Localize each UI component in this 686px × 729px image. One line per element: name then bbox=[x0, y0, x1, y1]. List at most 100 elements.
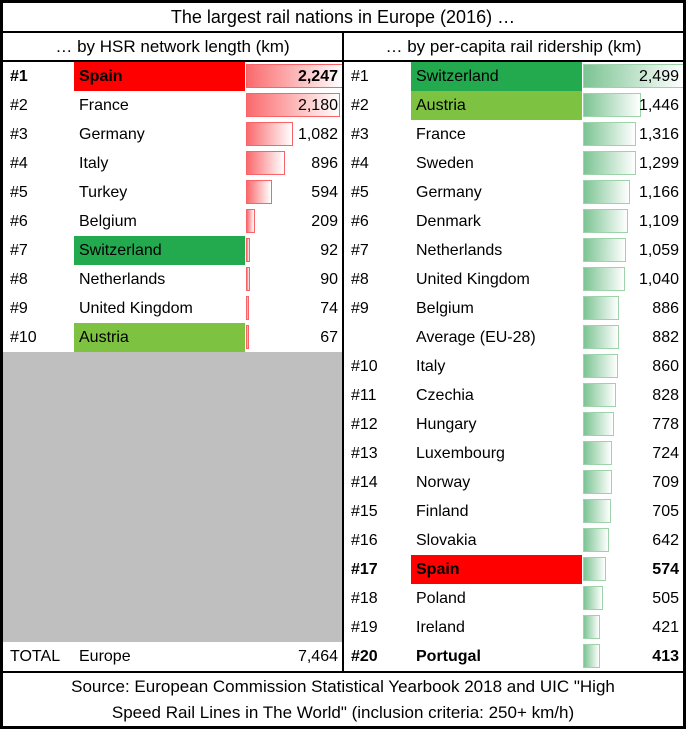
total-region: Europe bbox=[79, 648, 131, 665]
value-text: 1,109 bbox=[638, 213, 679, 230]
value-text: 209 bbox=[311, 213, 338, 230]
data-bar bbox=[583, 441, 613, 465]
table-body: #1 Spain 2,247 #2 France 2,180 #3 German… bbox=[3, 62, 683, 671]
rank-cell: #19 bbox=[351, 619, 378, 636]
table-row: #20 Portugal 413 bbox=[344, 642, 683, 671]
table-row: #10 Austria 67 bbox=[3, 323, 342, 352]
table-row: #1 Switzerland 2,499 bbox=[344, 62, 683, 91]
value-cell: 886 bbox=[582, 294, 683, 323]
value-cell: 209 bbox=[245, 207, 342, 236]
value-text: 2,180 bbox=[297, 97, 338, 114]
data-bar bbox=[583, 238, 626, 262]
data-bar bbox=[583, 267, 626, 291]
value-text: 1,059 bbox=[638, 242, 679, 259]
table-row: #8 Netherlands 90 bbox=[3, 265, 342, 294]
value-text: 896 bbox=[311, 155, 338, 172]
rank-cell: #9 bbox=[10, 300, 28, 317]
value-text: 67 bbox=[320, 329, 338, 346]
data-bar bbox=[583, 180, 631, 204]
data-bar bbox=[583, 93, 642, 117]
value-text: 882 bbox=[652, 329, 679, 346]
ridership-panel: #1 Switzerland 2,499 #2 Austria 1,446 #3… bbox=[344, 62, 683, 671]
data-bar bbox=[246, 325, 249, 349]
data-bar bbox=[246, 180, 272, 204]
rank-cell bbox=[344, 323, 411, 352]
value-text: 2,247 bbox=[297, 68, 338, 85]
value-text: 1,040 bbox=[638, 271, 679, 288]
empty-area bbox=[3, 352, 342, 642]
rank-cell: #20 bbox=[351, 648, 378, 665]
table-row: #12 Hungary 778 bbox=[344, 410, 683, 439]
country-cell: Belgium bbox=[416, 300, 474, 317]
country-cell: Turkey bbox=[79, 184, 128, 201]
value-text: 413 bbox=[652, 648, 679, 665]
rank-cell: #12 bbox=[351, 416, 378, 433]
value-cell: 896 bbox=[245, 149, 342, 178]
page-title: The largest rail nations in Europe (2016… bbox=[3, 3, 683, 33]
country-cell: Spain bbox=[74, 62, 245, 91]
value-cell: 67 bbox=[245, 323, 342, 352]
table-row: #6 Belgium 209 bbox=[3, 207, 342, 236]
value-cell: 2,180 bbox=[245, 91, 342, 120]
country-cell: Germany bbox=[79, 126, 145, 143]
rank-cell: #3 bbox=[351, 126, 369, 143]
country-cell: Netherlands bbox=[79, 271, 166, 288]
value-text: 2,499 bbox=[638, 68, 679, 85]
country-cell: Norway bbox=[416, 474, 471, 491]
data-bar bbox=[246, 296, 250, 320]
rank-cell: #13 bbox=[351, 445, 378, 462]
data-bar bbox=[583, 586, 604, 610]
table-row: #10 Italy 860 bbox=[344, 352, 683, 381]
rank-cell: #11 bbox=[351, 387, 377, 404]
value-text: 709 bbox=[652, 474, 679, 491]
rank-cell: #5 bbox=[351, 184, 369, 201]
country-cell: Switzerland bbox=[411, 62, 582, 91]
value-text: 1,316 bbox=[638, 126, 679, 143]
rank-cell: #4 bbox=[351, 155, 369, 172]
value-text: 594 bbox=[311, 184, 338, 201]
country-cell: France bbox=[416, 126, 466, 143]
country-cell: Czechia bbox=[416, 387, 474, 404]
data-bar bbox=[246, 209, 256, 233]
country-cell: Switzerland bbox=[74, 236, 245, 265]
ridership-header: … by per-capita rail ridership (km) bbox=[385, 37, 642, 56]
source-note: Source: European Commission Statistical … bbox=[3, 671, 683, 726]
value-text: 1,166 bbox=[638, 184, 679, 201]
country-cell: Luxembourg bbox=[416, 445, 505, 462]
country-cell: Austria bbox=[411, 91, 582, 120]
table-row: #2 France 2,180 bbox=[3, 91, 342, 120]
table-row: #9 United Kingdom 74 bbox=[3, 294, 342, 323]
table-row: #14 Norway 709 bbox=[344, 468, 683, 497]
value-cell: 74 bbox=[245, 294, 342, 323]
table-row: #7 Switzerland 92 bbox=[3, 236, 342, 265]
table-row: Average (EU-28) 882 bbox=[344, 323, 683, 352]
value-cell: 1,166 bbox=[582, 178, 683, 207]
rank-cell: #18 bbox=[351, 590, 378, 607]
country-cell: Hungary bbox=[416, 416, 477, 433]
value-cell: 1,040 bbox=[582, 265, 683, 294]
table-row: #4 Italy 896 bbox=[3, 149, 342, 178]
value-text: 886 bbox=[652, 300, 679, 317]
value-cell: 1,082 bbox=[245, 120, 342, 149]
value-text: 1,082 bbox=[297, 126, 338, 143]
country-cell: Portugal bbox=[416, 648, 481, 665]
data-bar bbox=[246, 122, 293, 146]
data-bar bbox=[246, 93, 341, 117]
data-bar bbox=[583, 383, 617, 407]
value-cell: 1,446 bbox=[582, 91, 683, 120]
rank-cell: #5 bbox=[10, 184, 28, 201]
value-cell: 421 bbox=[582, 613, 683, 642]
value-text: 778 bbox=[652, 416, 679, 433]
country-cell: Germany bbox=[416, 184, 482, 201]
value-cell: 2,247 bbox=[245, 62, 342, 91]
value-text: 1,446 bbox=[638, 97, 679, 114]
value-cell: 828 bbox=[582, 381, 683, 410]
rank-cell: #1 bbox=[10, 68, 28, 85]
table-row: #13 Luxembourg 724 bbox=[344, 439, 683, 468]
rank-cell: #10 bbox=[10, 329, 37, 346]
rank-cell: #10 bbox=[351, 358, 378, 375]
country-cell: Ireland bbox=[416, 619, 465, 636]
total-value: 7,464 bbox=[297, 648, 338, 665]
data-bar bbox=[583, 325, 619, 349]
value-cell: 1,316 bbox=[582, 120, 683, 149]
